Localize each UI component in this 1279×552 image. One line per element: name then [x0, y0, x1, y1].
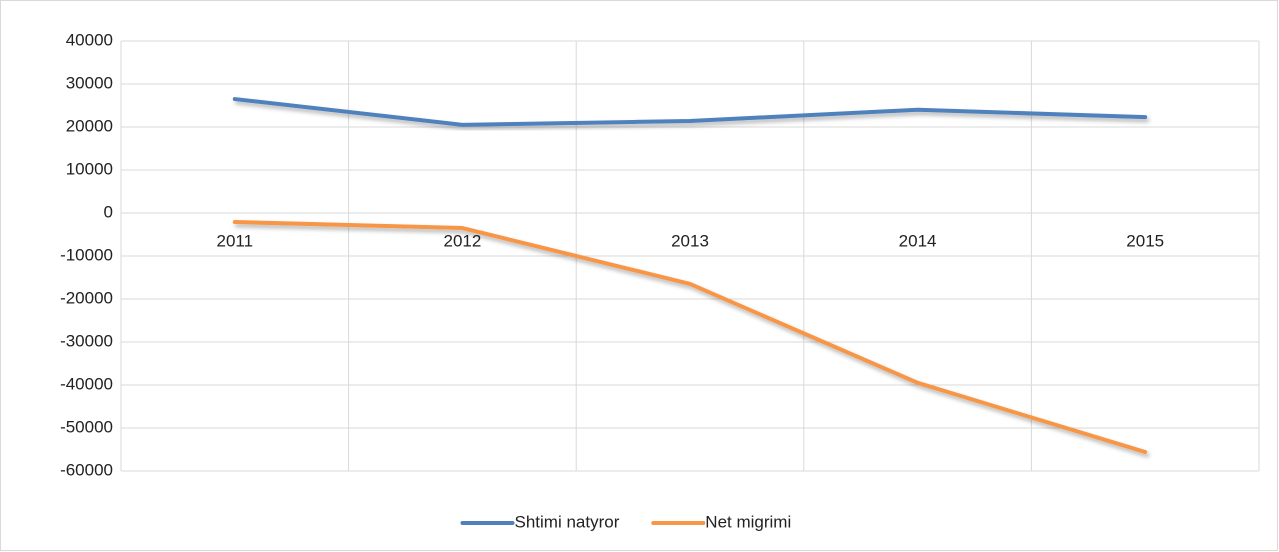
y-tick-label: 0 [104, 202, 113, 221]
series-line [232, 220, 1148, 455]
y-tick-label: -30000 [60, 331, 113, 350]
y-tick-label: -20000 [60, 288, 113, 307]
x-tick-label: 2015 [1126, 231, 1164, 250]
series-line [232, 97, 1148, 127]
y-tick-label: 30000 [66, 73, 113, 92]
x-tick-label: 2013 [671, 231, 709, 250]
legend-label: Net migrimi [705, 512, 791, 531]
x-tick-label: 2014 [899, 231, 937, 250]
y-tick-label: -60000 [60, 460, 113, 479]
y-tick-label: 20000 [66, 116, 113, 135]
y-tick-label: -10000 [60, 245, 113, 264]
x-tick-label: 2012 [443, 231, 481, 250]
y-tick-label: -40000 [60, 374, 113, 393]
y-tick-label: 10000 [66, 159, 113, 178]
x-tick-label: 2011 [217, 231, 254, 250]
y-tick-label: 40000 [66, 30, 113, 49]
y-tick-label: -50000 [60, 417, 113, 436]
legend-label: Shtimi natyror [515, 512, 620, 531]
